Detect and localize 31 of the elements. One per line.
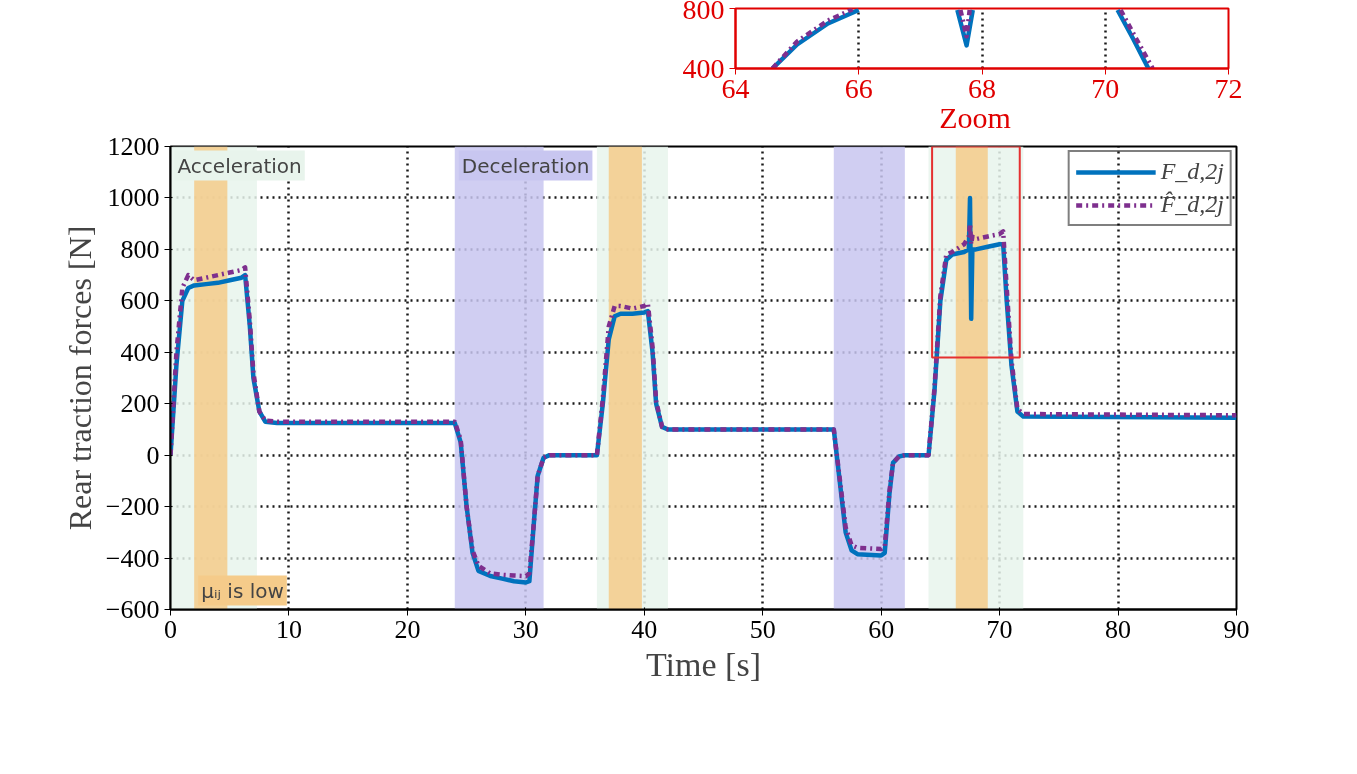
- x-tick-label: 60: [868, 614, 895, 644]
- y-tick-label: 1000: [107, 183, 160, 213]
- y-tick-label: 1200: [107, 132, 160, 161]
- legend-label: F̂_d,2j: [1160, 191, 1224, 218]
- x-tick-label: 10: [275, 614, 302, 644]
- x-tick-label: 70: [1091, 72, 1120, 104]
- x-tick-label: 20: [394, 614, 421, 644]
- x-tick-label: 40: [631, 614, 658, 644]
- x-tick-label: 50: [749, 614, 776, 644]
- y-tick-label: 800: [682, 0, 725, 25]
- y-tick-label: 400: [120, 337, 160, 367]
- y-tick-label: 800: [120, 234, 160, 264]
- legend-label: F_d,2j: [1160, 158, 1224, 185]
- x-tick-label: 66: [844, 72, 873, 104]
- y-tick-label: 200: [120, 389, 160, 419]
- y-tick-label: −600: [105, 595, 160, 624]
- band-label: μᵢⱼ is low: [201, 578, 284, 603]
- y-axis-title: Rear traction forces [N]: [61, 225, 98, 531]
- x-tick-label: 90: [1223, 614, 1250, 644]
- band-label: Deceleration: [461, 153, 590, 178]
- band-label: Acceleration: [177, 153, 302, 178]
- y-tick-label: −200: [105, 492, 160, 522]
- y-tick-label: 400: [682, 52, 725, 84]
- y-tick-label: 600: [120, 286, 160, 316]
- y-tick-label: −400: [105, 543, 160, 573]
- x-axis-title: Time [s]: [646, 645, 761, 683]
- x-tick-label: 80: [1105, 614, 1132, 644]
- x-tick-label: 72: [1214, 72, 1243, 104]
- y-tick-label: 0: [146, 440, 160, 470]
- x-tick-label: 70: [986, 614, 1013, 644]
- x-tick-label: 30: [512, 614, 539, 644]
